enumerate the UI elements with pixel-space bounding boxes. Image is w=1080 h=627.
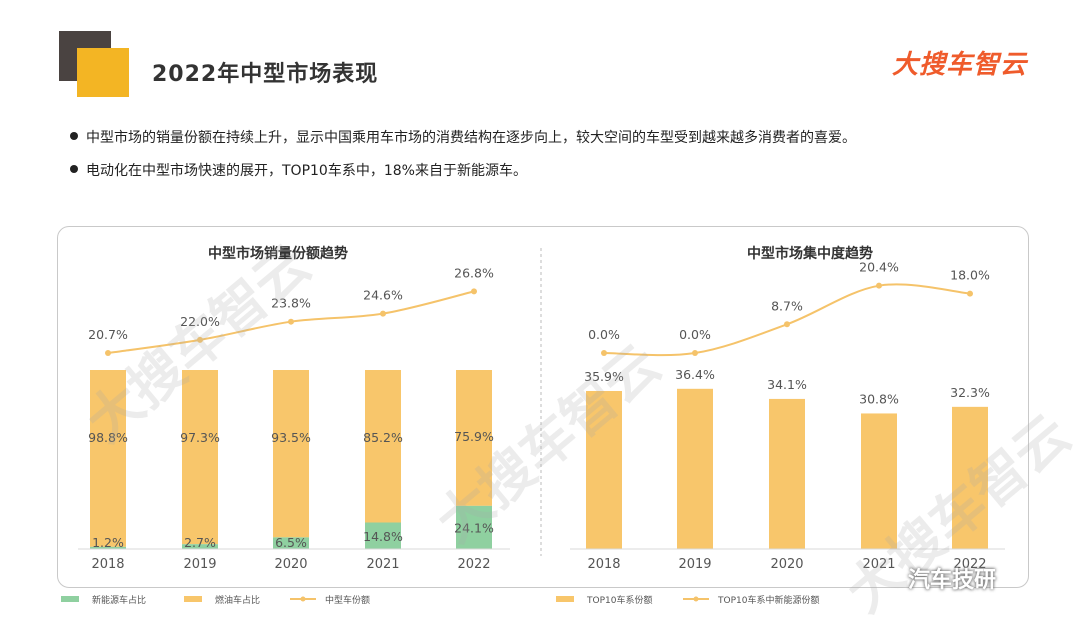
bar-top10-share [586,391,622,549]
bullet-item: 中型市场的销量份额在持续上升，显示中国乘用车市场的消费结构在逐步向上，较大空间的… [70,127,856,147]
bar-fuel-share [365,370,401,523]
line-point [692,350,698,356]
data-label-line: 20.7% [88,327,128,342]
bar-ev-share [90,546,126,549]
legend-swatch [61,596,79,602]
data-label-line: 22.0% [180,314,220,329]
data-label-top10: 30.8% [859,391,899,406]
data-label-line: 0.0% [588,327,620,342]
bar-top10-share [861,413,897,549]
data-label-top10: 34.1% [767,377,807,392]
bullet-text: 中型市场的销量份额在持续上升，显示中国乘用车市场的消费结构在逐步向上，较大空间的… [86,130,856,146]
x-tick-label: 2019 [678,557,711,572]
x-tick-label: 2018 [91,557,124,572]
chart-panel [57,226,1029,588]
bar-ev-share [365,522,401,549]
data-label-ev: 24.1% [454,520,494,535]
x-tick-label: 2018 [587,557,620,572]
bullet-dot-icon [70,132,78,140]
chart-title: 中型市场销量份额趋势 [208,245,348,262]
data-label-fuel: 98.8% [88,430,128,445]
x-tick-label: 2021 [862,557,895,572]
x-tick-label: 2020 [274,557,307,572]
line-point [197,336,203,343]
data-label-fuel: 93.5% [271,430,311,445]
data-label-line: 24.6% [363,288,403,303]
data-label-ev: 6.5% [275,535,307,550]
line-point [967,290,973,297]
line-point [105,350,111,356]
chart-title: 中型市场集中度趋势 [747,245,873,262]
legend-swatch [556,596,574,602]
x-tick-label: 2020 [770,557,803,572]
bar-fuel-share [90,370,126,547]
line-point [601,350,607,356]
x-tick-label: 2019 [183,557,216,572]
bar-fuel-share [456,370,492,506]
legend-label: 燃油车占比 [215,594,260,606]
legend-swatch-point [300,596,306,602]
bullet-item: 电动化在中型市场快速的展开，TOP10车系中，18%来自于新能源车。 [70,160,527,180]
line-point [876,282,882,289]
line-point [380,310,386,317]
data-label-top10: 36.4% [675,367,715,382]
bar-ev-share [456,505,492,549]
legend-label: TOP10车系中新能源份额 [717,594,819,606]
data-label-line: 23.8% [271,296,311,311]
series-line-top10-nev-share [603,283,971,357]
bar-fuel-share [182,370,218,545]
data-label-line: 26.8% [454,265,494,280]
x-tick-label: 2021 [366,557,399,572]
data-label-line: 8.7% [771,298,803,313]
bullet-dot-icon [70,165,78,173]
line-point [471,288,477,295]
data-label-fuel: 97.3% [180,430,220,445]
x-tick-label: 2022 [457,557,490,572]
legend-label: TOP10车系份额 [586,594,652,606]
bar-top10-share [677,388,713,549]
data-label-fuel: 85.2% [363,430,403,445]
data-label-fuel: 75.9% [454,429,494,444]
bar-ev-share [273,537,309,549]
page-title: 2022年中型市场表现 [152,62,379,87]
data-label-ev: 2.7% [184,535,216,550]
x-tick-label: 2022 [953,557,986,572]
data-label-ev: 1.2% [92,535,124,550]
brand-logo: 大搜车智云 [892,50,1028,80]
legend-swatch-point [693,596,699,602]
data-label-top10: 35.9% [584,369,624,384]
line-point [784,321,790,328]
data-label-line: 18.0% [950,268,990,283]
bullet-text: 电动化在中型市场快速的展开，TOP10车系中，18%来自于新能源车。 [86,163,527,179]
bar-ev-share [182,544,218,549]
bar-fuel-share [273,370,309,538]
data-label-line: 0.0% [679,327,711,342]
data-label-top10: 32.3% [950,385,990,400]
wechat-account-label: 汽车技研 [908,568,997,593]
line-point [288,318,294,325]
data-label-ev: 14.8% [363,529,403,544]
legend-swatch [184,596,202,602]
bar-top10-share [769,398,805,549]
bar-top10-share [952,406,988,549]
title-decoration-gold [77,48,129,97]
data-label-line: 20.4% [859,260,899,275]
legend-label: 中型车份额 [325,594,370,606]
legend-label: 新能源车占比 [92,594,146,606]
